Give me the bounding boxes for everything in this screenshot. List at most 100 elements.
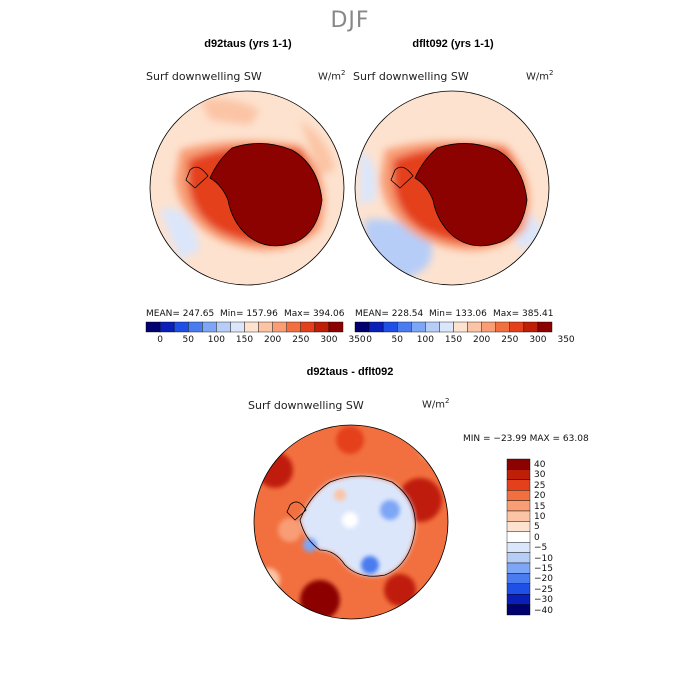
- colorbar-2-tick-label: 150: [444, 335, 463, 345]
- colorbar-3-swatch: [506, 594, 531, 605]
- map-1-border: [149, 90, 345, 286]
- colorbar-3-swatch: [506, 510, 531, 522]
- colorbar-3-swatch: [506, 604, 531, 616]
- colorbar-1-swatch: [202, 321, 217, 333]
- figure-title: DJF: [330, 8, 370, 33]
- colorbar-3-swatch: [506, 562, 531, 574]
- colorbar-1-swatch: [145, 321, 161, 333]
- colorbar-1-swatch: [328, 321, 344, 333]
- colorbar-1-tick-label: 50: [182, 335, 194, 345]
- colorbar-2-swatch: [523, 321, 539, 333]
- colorbar-2-swatch: [453, 321, 468, 333]
- colorbar-3-tick-label: 0: [534, 532, 540, 543]
- colorbar-2-swatch: [481, 321, 496, 333]
- colorbar-1-tick-label: 350: [348, 335, 366, 345]
- colorbar-2-swatch: [368, 321, 384, 333]
- colorbar-3-swatch: [506, 521, 531, 533]
- colorbar-2-tick-label: 0: [366, 335, 372, 345]
- colorbar-2-swatch: [354, 321, 370, 333]
- panel-2-max: Max= 385.41: [493, 309, 554, 319]
- panel-2-title: dflt092 (yrs 1-1): [412, 38, 494, 50]
- panel-1-variable-label: Surf downwelling SW: [146, 70, 262, 83]
- colorbar-1-swatch: [230, 321, 245, 333]
- map-2: [355, 91, 549, 285]
- colorbar-2-tick-label: 300: [529, 335, 547, 345]
- colorbar-1-swatch: [159, 321, 175, 333]
- panel-2-variable-label: Surf downwelling SW: [353, 70, 469, 83]
- colorbar-1-tick-label: 100: [207, 335, 225, 345]
- colorbar-3-swatch: [506, 573, 531, 585]
- panel-3-title: d92taus - dflt092: [306, 366, 394, 378]
- colorbar-1-tick-label: 150: [235, 335, 254, 345]
- colorbar-2-tick-label: 350: [557, 335, 575, 345]
- colorbar-3-swatch: [506, 583, 531, 595]
- colorbar-3-tick-label: 25: [534, 480, 546, 491]
- colorbar-2-tick-label: 250: [501, 335, 519, 345]
- colorbar-3-tick-label: −40: [534, 605, 553, 616]
- colorbar-1-tick-label: 200: [264, 335, 282, 345]
- colorbar-2-swatch: [495, 321, 510, 333]
- colorbar-3-tick-label: −15: [534, 564, 553, 574]
- colorbar-1-swatch: [216, 321, 231, 333]
- panel-2-min: Min= 133.06: [429, 309, 487, 319]
- colorbar-1-swatch: [244, 321, 259, 333]
- panel-1-units: W/m2: [318, 69, 346, 83]
- colorbar-1: [145, 321, 344, 333]
- colorbar-2-swatch: [537, 321, 553, 333]
- colorbar-1-tick-label: 250: [292, 335, 310, 345]
- colorbar-3-swatch: [506, 531, 531, 543]
- panel-2-units: W/m2: [526, 69, 554, 83]
- panel-1-title: d92taus (yrs 1-1): [204, 38, 292, 50]
- colorbar-3-tick-label: 20: [534, 491, 546, 502]
- colorbar-3-tick-label: −10: [534, 553, 553, 564]
- map-1-antarctica-fill: [210, 143, 322, 246]
- map-2-border: [354, 90, 550, 286]
- colorbar-1-swatch: [286, 321, 301, 333]
- map-1: [150, 91, 344, 285]
- colorbar-2-tick-label: 200: [473, 335, 491, 345]
- colorbar-2-swatch: [439, 321, 454, 333]
- colorbar-2-swatch: [411, 321, 426, 333]
- colorbar-3-swatch: [506, 500, 531, 512]
- colorbar-1-swatch: [300, 321, 316, 333]
- colorbar-1-swatch: [188, 321, 203, 333]
- colorbar-3-tick-label: −5: [534, 543, 548, 554]
- colorbar-3-tick-label: 40: [534, 460, 546, 470]
- colorbar-3-swatch: [506, 458, 531, 470]
- colorbar-2-swatch: [425, 321, 440, 333]
- colorbar-3-swatch: [506, 469, 531, 480]
- colorbar-3-swatch: [506, 490, 531, 501]
- colorbar-1-tick-label: 0: [157, 335, 163, 345]
- panel-1-min: Min= 157.96: [220, 309, 278, 319]
- colorbar-2-swatch: [467, 321, 482, 333]
- panel-1-max: Max= 394.06: [284, 309, 345, 319]
- colorbar-3-tick-label: 15: [534, 501, 546, 512]
- colorbar-1-swatch: [258, 321, 273, 333]
- map-2-coastline: [390, 143, 528, 247]
- colorbar-3-swatch: [506, 542, 531, 553]
- colorbar-1-swatch: [314, 321, 330, 333]
- colorbar-2-tick-label: 50: [391, 335, 403, 345]
- map-2-antarctica-fill: [415, 143, 527, 246]
- colorbar-1-tick-label: 300: [320, 335, 338, 345]
- colorbar-3-tick-label: −30: [534, 595, 553, 606]
- colorbar-2-tick-label: 100: [416, 335, 434, 345]
- colorbar-2-swatch: [382, 321, 398, 333]
- panel-3-variable-label: Surf downwelling SW: [248, 399, 364, 412]
- colorbar-3-tick-label: 5: [534, 522, 540, 533]
- colorbar-2: [354, 321, 553, 333]
- map-3-coastline: [286, 475, 416, 577]
- colorbar-3-swatch: [506, 552, 531, 564]
- colorbar-2-swatch: [397, 321, 412, 333]
- colorbar-2-swatch: [509, 321, 525, 333]
- colorbar-3-swatch: [506, 479, 531, 491]
- panel-2-mean: MEAN= 228.54: [355, 309, 424, 319]
- panel-1-mean: MEAN= 247.65: [146, 309, 215, 319]
- colorbar-3-tick-label: 10: [534, 512, 546, 522]
- panel-3-minmax: MIN = −23.99 MAX = 63.08: [463, 434, 589, 444]
- colorbar-3-tick-label: −20: [534, 574, 553, 585]
- map-1-coastline: [185, 143, 323, 247]
- colorbar-3-tick-label: 30: [534, 470, 546, 481]
- colorbar-3: [506, 458, 531, 616]
